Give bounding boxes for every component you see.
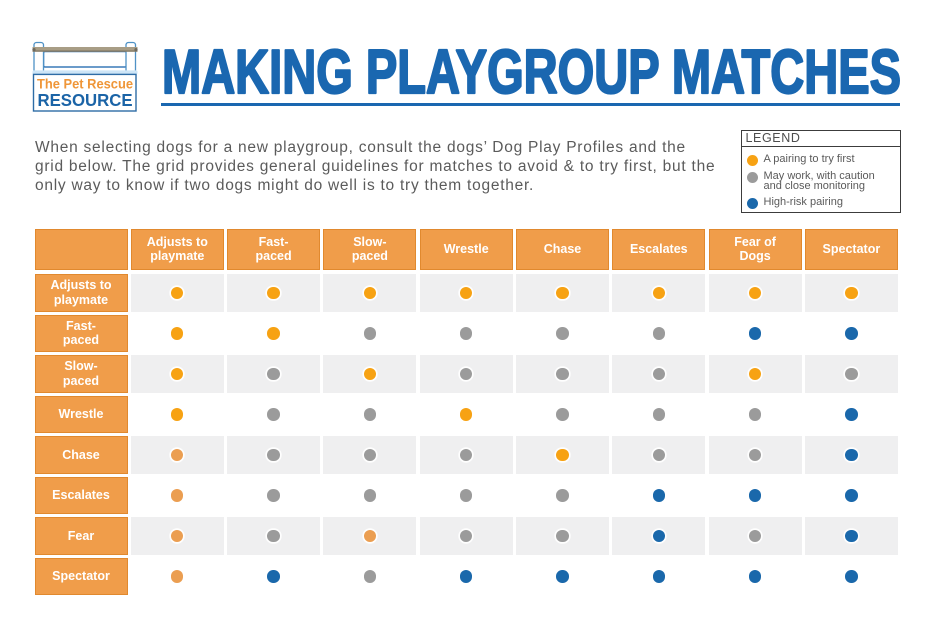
svg-text:MAKING PLAYGROUP MATCHES: MAKING PLAYGROUP MATCHES — [162, 38, 901, 100]
svg-text:The Pet Rescue: The Pet Rescue — [37, 76, 133, 92]
svg-text:RESOURCE: RESOURCE — [38, 90, 133, 110]
